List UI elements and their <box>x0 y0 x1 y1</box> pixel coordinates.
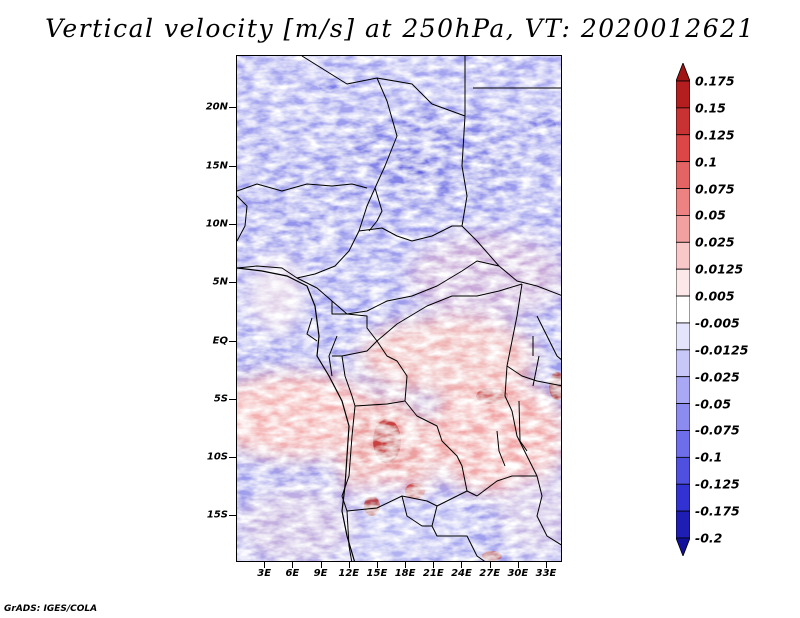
colorbar-graphic <box>675 61 691 558</box>
colorbar-segment <box>675 161 691 189</box>
grads-credit: GrADS: IGES/COLA <box>4 604 98 614</box>
lat-tick-label: 15S <box>206 509 228 521</box>
colorbar-tick-label: 0.075 <box>695 181 735 197</box>
colorbar-segment <box>675 188 691 216</box>
lon-tick <box>320 562 322 568</box>
lon-tick-label: 24E <box>451 568 472 579</box>
colorbar-tick-label: 0.125 <box>695 127 735 143</box>
lat-tick-label: 10S <box>206 451 228 463</box>
colorbar-segment <box>675 456 691 485</box>
lat-tick <box>229 107 236 109</box>
colorbar-tick-label: 0.025 <box>695 234 735 250</box>
lon-tick <box>489 562 491 568</box>
lon-tick <box>461 562 463 568</box>
lat-tick-label: 5S <box>213 393 228 405</box>
colorbar-tick-label: -0.025 <box>695 369 740 385</box>
lon-tick <box>405 562 407 568</box>
colorbar-segment <box>675 80 691 109</box>
lat-tick-label: 20N <box>205 101 228 113</box>
vertical-velocity-field <box>237 56 561 561</box>
colorbar-segment <box>675 215 691 243</box>
colorbar-segment <box>675 134 691 163</box>
lon-tick <box>348 562 350 568</box>
lat-tick <box>229 398 236 400</box>
lat-tick-label: EQ <box>212 335 228 347</box>
lat-tick <box>229 224 236 225</box>
colorbar-tick-label: 0.175 <box>695 73 735 89</box>
lat-tick <box>229 165 236 167</box>
colorbar-tick-label: -0.1 <box>695 449 723 465</box>
colorbar-tick-label: -0.075 <box>695 422 740 438</box>
colorbar-top-arrow <box>675 61 691 82</box>
colorbar-segment <box>675 483 691 512</box>
colorbar-segment <box>675 295 691 324</box>
colorbar-tick-label: -0.0125 <box>695 342 749 358</box>
lon-tick <box>517 562 519 568</box>
lat-tick <box>229 515 236 517</box>
lat-tick-label: 15N <box>205 160 228 172</box>
colorbar-tick-label: 0.1 <box>695 154 718 170</box>
colorbar-tick-label: 0.15 <box>695 100 726 116</box>
colorbar-tick-label: 0.005 <box>695 288 735 304</box>
colorbar-tick-label: -0.125 <box>695 476 740 492</box>
chart-title: Vertical velocity [m/s] at 250hPa, VT: 2… <box>45 14 755 43</box>
colorbar-bottom-arrow <box>675 537 691 558</box>
colorbar-segment <box>675 241 691 270</box>
colorbar-tick-label: 0.05 <box>695 207 726 223</box>
colorbar-tick-label: -0.175 <box>695 503 740 519</box>
colorbar-tick-label: 0.0125 <box>695 261 744 277</box>
lon-tick <box>546 562 548 568</box>
coastline <box>237 267 356 561</box>
lon-tick <box>376 562 378 568</box>
colorbar-segment <box>675 322 691 351</box>
colorbar-tick-label: -0.005 <box>695 315 740 331</box>
colorbar-segment <box>675 376 691 404</box>
lon-tick-label: 33E <box>535 568 557 579</box>
lon-tick-label: 12E <box>338 568 360 579</box>
lon-tick-label: 21E <box>422 568 444 579</box>
lon-tick-label: 18E <box>394 568 416 579</box>
colorbar-tick-label: -0.05 <box>695 396 732 412</box>
colorbar <box>675 61 691 558</box>
colorbar-segment <box>675 403 691 431</box>
lon-tick <box>292 562 294 568</box>
colorbar-segment <box>675 268 691 297</box>
lat-tick <box>229 457 236 459</box>
lat-tick-label: 5N <box>212 276 228 288</box>
lon-tick <box>264 562 266 568</box>
colorbar-segment <box>675 349 691 378</box>
lat-tick-label: 10N <box>205 218 228 230</box>
lon-tick-label: 15E <box>366 568 388 579</box>
colorbar-segment <box>675 430 691 458</box>
lon-tick-label: 27E <box>479 568 501 579</box>
country-borders <box>237 56 561 561</box>
colorbar-tick-label: -0.2 <box>695 530 723 546</box>
lon-tick <box>433 562 435 568</box>
colorbar-segment <box>675 107 691 136</box>
lon-tick-label: 6E <box>285 568 300 579</box>
colorbar-segment <box>675 510 691 539</box>
map-panel[interactable] <box>236 55 562 562</box>
lon-tick-label: 30E <box>507 568 529 579</box>
lon-tick-label: 9E <box>313 568 328 579</box>
lat-tick <box>229 340 236 342</box>
lat-tick <box>229 282 236 284</box>
lon-tick-label: 3E <box>257 568 272 579</box>
